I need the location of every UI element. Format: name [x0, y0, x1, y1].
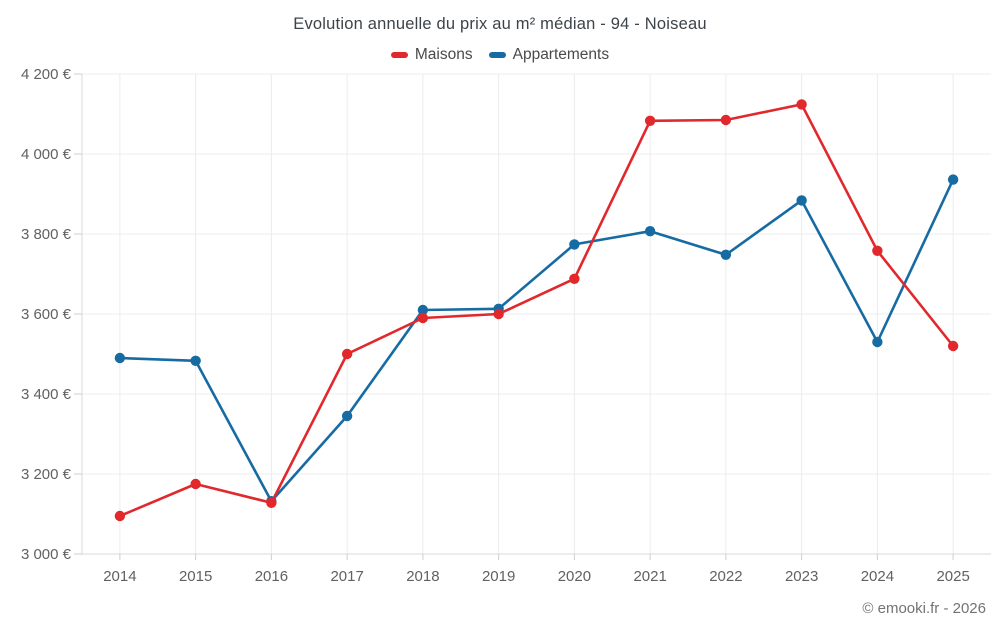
appartements-swatch-icon [488, 52, 506, 58]
x-axis-label: 2014 [103, 568, 136, 585]
legend-item-maisons: Maisons [390, 46, 473, 64]
x-axis-label: 2025 [936, 568, 969, 585]
data-point-maisons-2023 [796, 99, 807, 110]
data-point-maisons-2022 [720, 114, 732, 126]
data-point-maisons-2015 [190, 478, 201, 490]
data-point-appartements-2022 [720, 249, 732, 260]
y-axis-label: 3 800 € [21, 226, 72, 243]
copyright-footer: © emooki.fr - 2026 [862, 600, 986, 617]
y-axis-label: 3 200 € [21, 466, 72, 483]
data-point-appartements-2023 [796, 195, 807, 206]
data-point-appartements-2025 [947, 174, 959, 185]
data-point-maisons-2020 [569, 273, 580, 284]
data-point-appartements-2015 [190, 355, 201, 366]
y-axis-label: 4 000 € [21, 146, 72, 163]
data-point-maisons-2024 [872, 245, 883, 256]
x-axis-label: 2019 [482, 568, 515, 585]
series-line-maisons [118, 103, 955, 518]
data-point-appartements-2024 [872, 336, 883, 348]
data-point-appartements-2018 [417, 304, 429, 316]
data-point-maisons-2014 [114, 510, 126, 522]
data-point-maisons-2016 [266, 497, 277, 508]
x-axis-label: 2018 [406, 568, 439, 585]
x-axis-label: 2021 [633, 568, 666, 585]
legend-label-maisons: Maisons [414, 46, 473, 63]
x-axis-label: 2024 [861, 568, 894, 585]
maisons-swatch-icon [390, 52, 408, 58]
x-axis-label: 2016 [255, 568, 288, 585]
data-point-maisons-2018 [417, 312, 429, 324]
x-axis-label: 2020 [558, 568, 591, 585]
data-point-appartements-2014 [114, 352, 126, 364]
chart-title: Evolution annuelle du prix au m² médian … [293, 15, 707, 33]
data-point-maisons-2019 [493, 308, 504, 320]
data-point-appartements-2017 [341, 410, 353, 422]
x-axis-label: 2023 [785, 568, 818, 585]
y-axis-label: 4 200 € [21, 66, 72, 83]
x-axis-label: 2015 [179, 568, 212, 585]
legend: Maisons Appartements [0, 46, 1000, 64]
y-axis-label: 3 400 € [21, 386, 72, 403]
data-point-appartements-2020 [569, 239, 580, 250]
y-axis-label: 3 600 € [21, 306, 72, 323]
data-point-appartements-2021 [644, 226, 656, 237]
series-line-appartements [118, 178, 955, 503]
data-point-maisons-2021 [644, 115, 656, 127]
y-axis-label: 3 000 € [21, 546, 72, 563]
legend-item-appartements: Appartements [488, 46, 610, 64]
data-point-maisons-2017 [341, 348, 353, 360]
x-axis-label: 2022 [709, 568, 742, 585]
data-point-maisons-2025 [947, 340, 959, 352]
x-axis-label: 2017 [330, 568, 363, 585]
legend-label-appartements: Appartements [512, 46, 610, 63]
